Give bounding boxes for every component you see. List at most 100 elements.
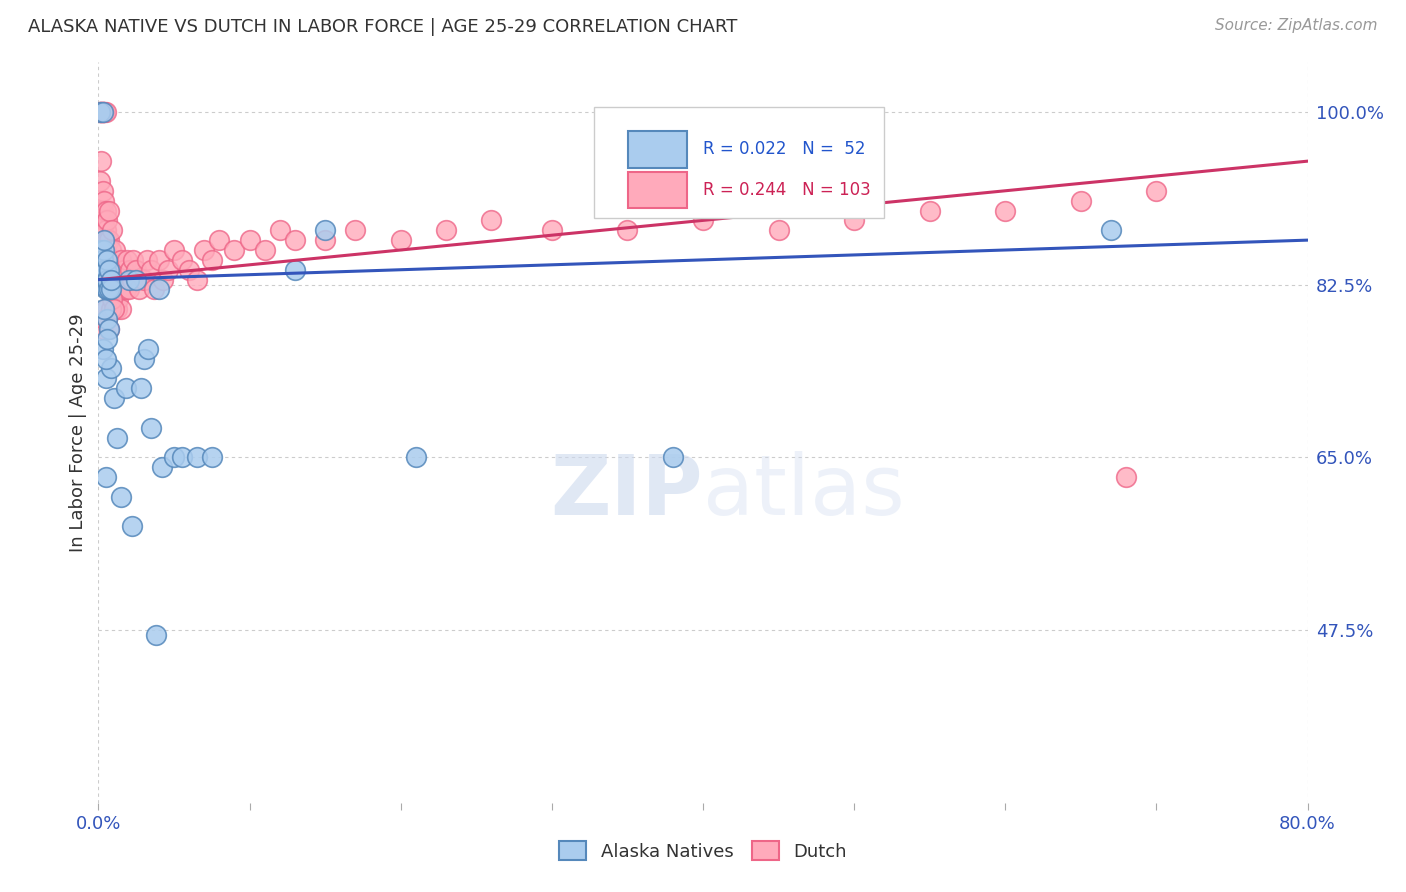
Point bbox=[108, 283, 131, 297]
Point bbox=[101, 272, 124, 286]
Point bbox=[96, 272, 118, 286]
Y-axis label: In Labor Force | Age 25-29: In Labor Force | Age 25-29 bbox=[69, 313, 87, 552]
Point bbox=[1070, 194, 1092, 208]
Point bbox=[143, 283, 166, 297]
Point bbox=[111, 283, 134, 297]
Point bbox=[121, 272, 143, 286]
Point bbox=[120, 262, 142, 277]
Point bbox=[90, 272, 112, 286]
Point bbox=[115, 252, 138, 267]
Point bbox=[132, 351, 155, 366]
Point bbox=[148, 252, 170, 267]
Point bbox=[94, 243, 117, 257]
Point bbox=[98, 322, 121, 336]
Point bbox=[89, 104, 111, 119]
Point bbox=[89, 174, 111, 188]
Point bbox=[91, 322, 114, 336]
FancyBboxPatch shape bbox=[595, 107, 884, 218]
Point bbox=[93, 233, 115, 247]
Text: R = 0.022   N =  52: R = 0.022 N = 52 bbox=[703, 140, 866, 159]
Point bbox=[110, 302, 132, 317]
Point bbox=[224, 243, 246, 257]
Point bbox=[91, 104, 114, 119]
Point bbox=[129, 381, 152, 395]
Point bbox=[98, 272, 121, 286]
Point bbox=[96, 332, 118, 346]
Point bbox=[91, 203, 114, 218]
Point bbox=[105, 431, 128, 445]
Point bbox=[141, 420, 163, 434]
Point bbox=[94, 371, 117, 385]
Point bbox=[91, 104, 114, 119]
Point bbox=[93, 213, 115, 227]
Text: Source: ZipAtlas.com: Source: ZipAtlas.com bbox=[1215, 18, 1378, 33]
Point bbox=[90, 104, 112, 119]
Point bbox=[94, 223, 117, 237]
Point bbox=[186, 272, 208, 286]
Point bbox=[94, 283, 117, 297]
Point bbox=[434, 223, 457, 237]
Point bbox=[91, 243, 114, 257]
Point bbox=[107, 262, 129, 277]
Point bbox=[201, 252, 224, 267]
Point bbox=[91, 104, 114, 119]
Point bbox=[389, 233, 412, 247]
Point bbox=[91, 342, 114, 356]
Point bbox=[344, 223, 367, 237]
Point bbox=[186, 450, 208, 465]
Point bbox=[111, 272, 134, 286]
Point bbox=[284, 262, 307, 277]
Point bbox=[163, 450, 186, 465]
Point bbox=[94, 203, 117, 218]
Point bbox=[100, 361, 122, 376]
Point bbox=[163, 243, 186, 257]
Point bbox=[170, 252, 193, 267]
Point bbox=[1099, 223, 1122, 237]
Point bbox=[103, 262, 125, 277]
Point bbox=[98, 252, 121, 267]
Point bbox=[93, 302, 115, 317]
Point bbox=[91, 104, 114, 119]
Point bbox=[100, 283, 122, 297]
Point bbox=[104, 243, 127, 257]
Point bbox=[239, 233, 262, 247]
Point bbox=[93, 312, 115, 326]
Point bbox=[616, 223, 638, 237]
Point bbox=[100, 283, 122, 297]
Point bbox=[1144, 184, 1167, 198]
Point bbox=[90, 243, 112, 257]
Point bbox=[125, 272, 148, 286]
Point bbox=[96, 272, 118, 286]
Point bbox=[105, 272, 128, 286]
Point bbox=[90, 104, 112, 119]
Point bbox=[314, 233, 336, 247]
Point bbox=[96, 252, 118, 267]
Point bbox=[114, 283, 136, 297]
Point bbox=[661, 450, 683, 465]
Point bbox=[100, 302, 122, 317]
Point bbox=[96, 252, 118, 267]
Point bbox=[692, 213, 714, 227]
Point bbox=[105, 302, 128, 317]
Point bbox=[94, 262, 117, 277]
Point bbox=[128, 283, 150, 297]
Point bbox=[118, 272, 141, 286]
Text: R = 0.244   N = 103: R = 0.244 N = 103 bbox=[703, 181, 870, 199]
Point bbox=[94, 470, 117, 484]
Point bbox=[94, 104, 117, 119]
Point bbox=[104, 272, 127, 286]
Point bbox=[193, 243, 215, 257]
Point bbox=[269, 223, 291, 237]
Point bbox=[179, 262, 201, 277]
Point bbox=[91, 252, 114, 267]
Point bbox=[540, 223, 562, 237]
Point bbox=[132, 272, 155, 286]
Text: ZIP: ZIP bbox=[551, 451, 703, 533]
Point bbox=[994, 203, 1017, 218]
Point bbox=[314, 223, 336, 237]
Point bbox=[91, 272, 114, 286]
Text: ALASKA NATIVE VS DUTCH IN LABOR FORCE | AGE 25-29 CORRELATION CHART: ALASKA NATIVE VS DUTCH IN LABOR FORCE | … bbox=[28, 18, 738, 36]
Point bbox=[90, 154, 112, 169]
Point bbox=[135, 252, 157, 267]
Legend: Alaska Natives, Dutch: Alaska Natives, Dutch bbox=[553, 834, 853, 868]
